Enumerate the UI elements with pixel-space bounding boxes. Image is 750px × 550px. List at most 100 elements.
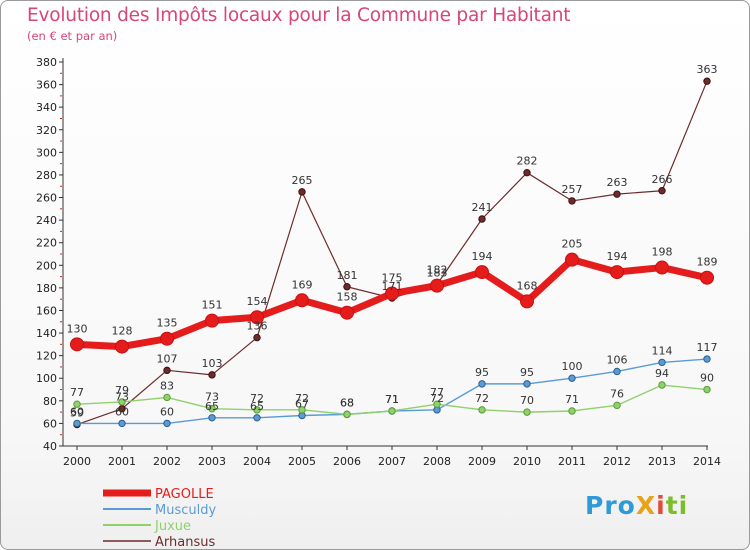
data-point-juxue <box>73 400 81 408</box>
y-tick-label: 100 <box>36 372 57 385</box>
data-point-musculdy <box>163 419 171 428</box>
data-label-arhansus: 171 <box>382 280 403 293</box>
y-tick-label: 300 <box>36 146 57 159</box>
data-label-musculdy: 65 <box>250 400 264 413</box>
data-point-pagolle <box>205 313 219 328</box>
x-tick-label: 2010 <box>513 455 541 468</box>
logo-part-pro: Pro <box>585 491 636 520</box>
x-tick-label: 2001 <box>108 455 136 468</box>
data-label-musculdy: 65 <box>205 400 219 413</box>
data-point-arhansus <box>298 188 306 196</box>
logo-part-x: X <box>635 491 657 520</box>
data-label-pagolle: 169 <box>292 278 313 291</box>
data-point-arhansus <box>253 333 261 342</box>
y-tick-label: 280 <box>36 169 57 182</box>
data-label-juxue: 72 <box>250 392 264 405</box>
y-tick-label: 180 <box>36 282 57 295</box>
data-point-pagolle <box>385 286 399 301</box>
data-point-musculdy <box>613 367 621 376</box>
data-label-arhansus: 257 <box>562 183 583 196</box>
data-label-pagolle: 130 <box>67 322 88 335</box>
data-point-arhansus <box>658 187 666 195</box>
data-point-musculdy <box>478 380 486 388</box>
data-point-arhansus <box>208 371 216 379</box>
data-point-musculdy <box>208 414 216 422</box>
data-point-juxue <box>163 393 171 402</box>
data-label-pagolle: 158 <box>337 291 358 304</box>
data-point-juxue <box>478 406 486 414</box>
y-tick-label: 260 <box>36 192 57 205</box>
data-label-juxue: 71 <box>565 393 579 406</box>
data-label-juxue: 72 <box>295 392 309 405</box>
data-label-arhansus: 282 <box>517 155 538 168</box>
data-label-juxue: 70 <box>520 394 534 407</box>
data-label-musculdy: 114 <box>652 344 673 357</box>
data-label-pagolle: 194 <box>607 250 628 263</box>
data-point-pagolle <box>115 339 129 354</box>
data-label-pagolle: 154 <box>247 295 268 308</box>
data-label-pagolle: 128 <box>112 325 133 338</box>
data-point-juxue <box>343 410 351 419</box>
data-label-arhansus: 265 <box>292 174 313 187</box>
data-label-pagolle: 135 <box>157 317 178 330</box>
legend-label-pagolle: PAGOLLE <box>155 487 214 502</box>
data-label-musculdy: 68 <box>340 396 354 409</box>
y-tick-label: 320 <box>36 124 57 137</box>
data-label-juxue: 90 <box>700 372 714 385</box>
data-point-pagolle <box>520 294 534 309</box>
data-point-juxue <box>433 400 441 408</box>
data-point-musculdy <box>253 414 261 422</box>
data-label-pagolle: 168 <box>517 279 538 292</box>
data-point-juxue <box>613 401 621 410</box>
x-tick-label: 2008 <box>423 455 451 468</box>
data-label-musculdy: 95 <box>475 366 489 379</box>
data-label-musculdy: 117 <box>697 341 718 354</box>
data-point-pagolle <box>70 337 84 352</box>
y-tick-label: 140 <box>36 327 57 340</box>
data-label-pagolle: 175 <box>382 272 403 285</box>
y-tick-label: 240 <box>36 214 57 227</box>
data-label-juxue: 68 <box>340 396 354 409</box>
data-point-musculdy <box>568 374 576 382</box>
data-label-arhansus: 183 <box>427 266 448 279</box>
data-label-pagolle: 205 <box>562 238 583 251</box>
data-point-arhansus <box>478 215 486 223</box>
data-label-arhansus: 73 <box>115 391 129 404</box>
data-label-pagolle: 194 <box>472 250 493 263</box>
data-point-pagolle <box>700 270 714 285</box>
data-label-arhansus: 263 <box>607 176 628 189</box>
x-tick-label: 2004 <box>243 455 271 468</box>
y-tick-label: 360 <box>36 79 57 92</box>
x-tick-label: 2000 <box>63 455 91 468</box>
data-point-juxue <box>388 407 396 415</box>
data-point-arhansus <box>163 366 171 375</box>
data-point-juxue <box>658 381 666 389</box>
data-label-musculdy: 60 <box>70 405 84 418</box>
data-label-pagolle: 189 <box>697 256 718 269</box>
data-label-musculdy: 95 <box>520 366 534 379</box>
data-point-arhansus <box>703 77 711 85</box>
x-tick-label: 2011 <box>558 455 586 468</box>
data-label-musculdy: 60 <box>160 405 174 418</box>
data-point-musculdy <box>523 380 531 388</box>
x-tick-label: 2014 <box>693 455 721 468</box>
x-tick-label: 2009 <box>468 455 496 468</box>
data-label-arhansus: 181 <box>337 269 358 282</box>
data-point-musculdy <box>703 355 711 363</box>
data-point-musculdy <box>118 419 126 428</box>
data-point-pagolle <box>565 252 579 267</box>
data-point-pagolle <box>430 278 444 293</box>
data-point-musculdy <box>73 419 81 428</box>
x-tick-label: 2013 <box>648 455 676 468</box>
data-point-pagolle <box>340 305 354 320</box>
legend-label-arhansus: Arhansus <box>155 535 215 549</box>
data-label-musculdy: 67 <box>295 398 309 411</box>
x-tick-label: 2003 <box>198 455 226 468</box>
y-tick-label: 200 <box>36 259 57 272</box>
y-tick-label: 80 <box>43 395 57 408</box>
data-point-musculdy <box>658 358 666 367</box>
data-point-pagolle <box>160 331 174 346</box>
data-label-juxue: 72 <box>475 392 489 405</box>
x-tick-label: 2012 <box>603 455 631 468</box>
logo-part-i: i <box>656 491 666 520</box>
